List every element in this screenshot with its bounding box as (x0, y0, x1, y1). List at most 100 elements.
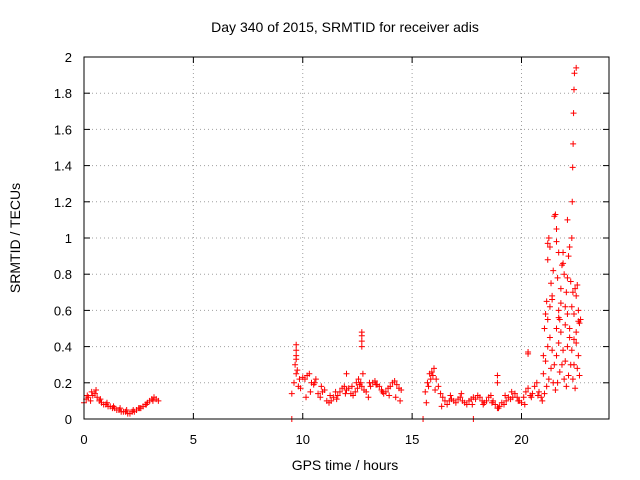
data-point (564, 274, 571, 281)
data-point (294, 367, 301, 374)
data-point (572, 385, 579, 392)
data-point (358, 332, 365, 339)
data-point (358, 383, 365, 390)
data-point (545, 376, 552, 383)
x-tick-label: 5 (190, 432, 197, 447)
x-tick-label: 20 (514, 432, 528, 447)
y-tick-label: 1.2 (54, 195, 72, 210)
data-point (573, 292, 580, 299)
data-point (570, 110, 577, 117)
data-point (379, 388, 386, 395)
data-point (155, 397, 162, 404)
data-point (397, 397, 404, 404)
data-point (525, 349, 532, 356)
y-axis-label: SRMTID / TECUs (7, 183, 23, 293)
data-point (444, 401, 451, 408)
data-point (566, 244, 573, 251)
data-point (355, 376, 362, 383)
data-point (557, 285, 564, 292)
data-point (548, 280, 555, 287)
data-point (574, 282, 581, 289)
data-point (88, 388, 95, 395)
data-point (422, 388, 429, 395)
data-point (544, 316, 551, 323)
data-point (501, 401, 507, 408)
data-point (433, 376, 440, 383)
data-point (562, 321, 569, 328)
data-point (568, 347, 575, 354)
data-point (554, 274, 561, 281)
data-point (457, 394, 464, 401)
data-point (541, 390, 548, 397)
data-point (541, 325, 548, 332)
data-point (93, 387, 100, 394)
data-point (334, 392, 341, 399)
data-point (293, 370, 300, 377)
data-point (568, 303, 575, 310)
data-point (311, 379, 318, 386)
data-point (571, 70, 578, 77)
data-point (528, 394, 535, 401)
data-point (330, 394, 337, 401)
y-tick-label: 0.4 (54, 340, 72, 355)
data-point (561, 376, 568, 383)
y-tick-label: 2 (65, 50, 72, 65)
data-point (487, 392, 494, 399)
data-point (544, 256, 551, 263)
data-point (568, 235, 575, 241)
data-point (342, 390, 349, 397)
data-point (548, 365, 555, 372)
data-point (565, 253, 572, 260)
data-point (555, 314, 562, 321)
data-point (533, 379, 540, 386)
data-point (348, 383, 355, 390)
y-tick-label: 0.2 (54, 376, 72, 391)
data-point (558, 361, 565, 368)
x-tick-label: 10 (296, 432, 310, 447)
data-point (511, 390, 518, 397)
grid (84, 57, 609, 419)
data-point (103, 399, 110, 406)
y-tick-label: 0.8 (54, 267, 72, 282)
data-point (562, 303, 569, 310)
data-point (553, 325, 560, 332)
data-point (358, 338, 365, 345)
data-point (546, 334, 553, 341)
data-point (343, 370, 350, 377)
data-point (573, 329, 580, 336)
data-point (574, 365, 581, 372)
data-point (575, 352, 582, 359)
data-point (365, 394, 372, 401)
data-point (515, 397, 522, 404)
data-point (438, 403, 445, 410)
data-point (566, 325, 573, 332)
data-point (549, 347, 556, 354)
data-point (476, 394, 483, 401)
data-point (352, 388, 359, 395)
data-point (110, 403, 117, 410)
data-point (567, 361, 574, 368)
data-point (545, 235, 552, 241)
data-point (427, 376, 434, 383)
data-point (573, 339, 580, 346)
data-point (136, 405, 143, 412)
data-point (542, 358, 549, 365)
data-point (123, 406, 130, 413)
data-point (552, 387, 559, 394)
data-point (571, 311, 577, 318)
plot-frame (83, 56, 610, 420)
data-point (494, 372, 501, 379)
data-point (557, 329, 564, 336)
data-point (555, 249, 562, 256)
data-point (569, 289, 576, 296)
data-point (569, 164, 576, 171)
data-point (367, 383, 374, 390)
data-point (534, 392, 541, 399)
data-point (508, 388, 515, 395)
data-point (566, 334, 573, 341)
data-point (567, 278, 574, 285)
data-point (575, 307, 582, 314)
data-point (428, 368, 435, 375)
